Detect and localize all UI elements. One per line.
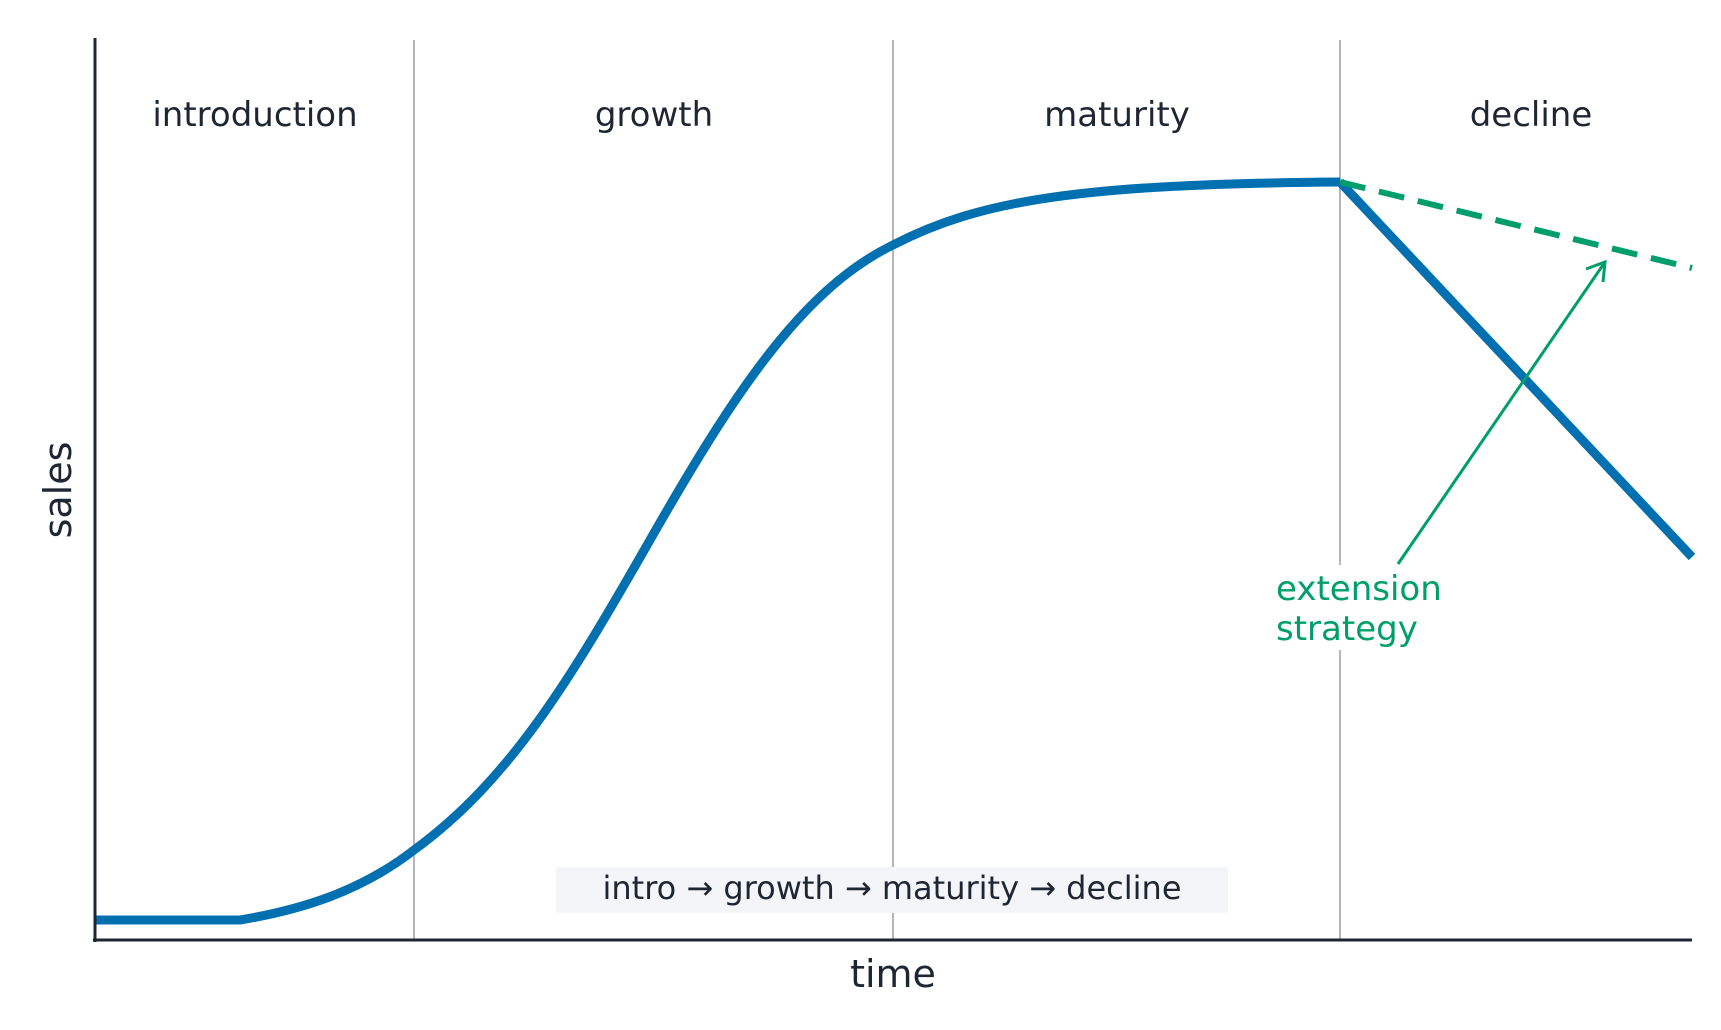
stage-label-growth: growth xyxy=(595,95,713,135)
sales-curve xyxy=(95,177,1341,925)
annotation-arrow-shaft xyxy=(1396,261,1607,565)
annotation-arrow-head xyxy=(1585,259,1607,283)
annotation-label-line2: strategy xyxy=(1276,609,1418,649)
stage-label-maturity: maturity xyxy=(1044,95,1190,135)
annotation-backdrop xyxy=(1268,565,1458,650)
y-axis-label: sales xyxy=(36,442,80,539)
extension-strategy-line xyxy=(1339,179,1693,271)
stage-label-decline: decline xyxy=(1470,95,1593,135)
x-axis-label: time xyxy=(850,952,936,996)
summary-box xyxy=(556,867,1228,913)
stage-label-introduction: introduction xyxy=(152,95,357,135)
decline-line xyxy=(1336,178,1696,561)
summary-text: intro → growth → maturity → decline xyxy=(602,869,1181,907)
annotation-label-line1: extension xyxy=(1276,569,1442,609)
